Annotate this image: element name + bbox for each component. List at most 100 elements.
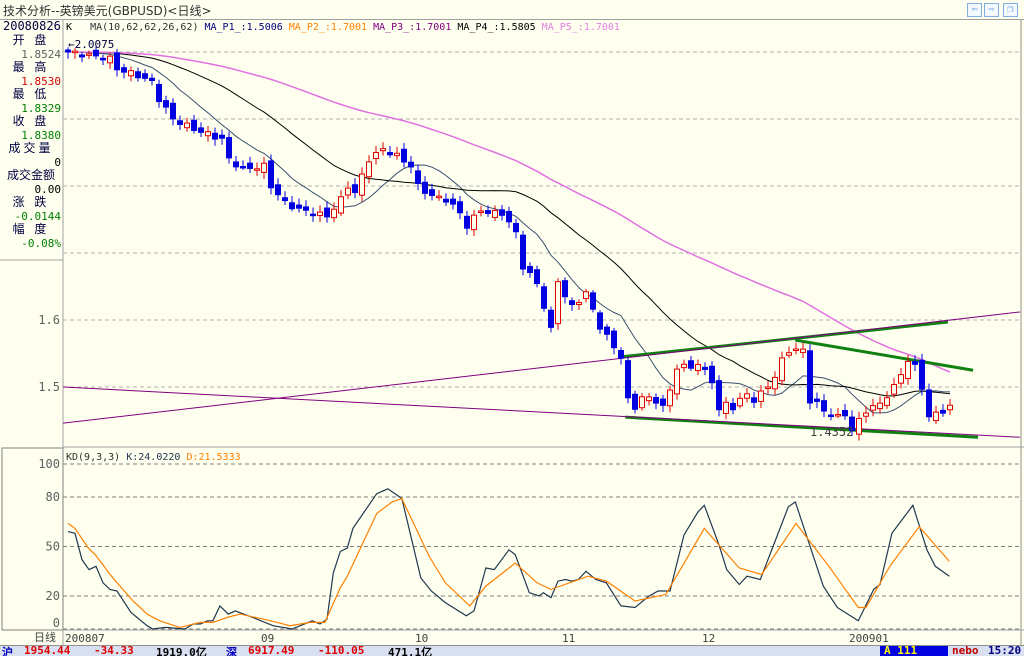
restore-button[interactable]: ❐ xyxy=(1003,3,1018,17)
info-date: 20080826 xyxy=(3,19,61,33)
candle-body xyxy=(142,73,148,79)
trendline xyxy=(795,338,974,372)
candle-body xyxy=(926,389,932,418)
candle-body xyxy=(156,83,162,103)
candle-body xyxy=(597,312,603,330)
status-ticker[interactable]: A 111 xyxy=(880,646,948,656)
ma-line xyxy=(67,51,951,414)
status-tag: nebo xyxy=(952,645,979,656)
candle-body xyxy=(548,309,554,328)
candle-body xyxy=(856,417,862,435)
candle-body xyxy=(114,52,120,71)
candle-body xyxy=(744,393,750,399)
candle-body xyxy=(450,198,456,205)
candle-body xyxy=(667,389,673,407)
status-item: 6917.49 xyxy=(248,645,295,656)
candle-body xyxy=(492,209,498,218)
candle-body xyxy=(758,390,764,402)
candle-body xyxy=(583,291,589,300)
candle-body xyxy=(471,214,477,231)
candle-body xyxy=(107,55,113,64)
candle-body xyxy=(618,350,624,359)
candle-body xyxy=(198,127,204,133)
candle-body xyxy=(905,360,911,380)
period-label: 日线 xyxy=(34,631,56,644)
candle-body xyxy=(163,100,169,108)
candle-body xyxy=(877,402,883,410)
candle-body xyxy=(765,386,771,389)
high-annotation: ←2.0075 xyxy=(68,38,115,51)
candle-body xyxy=(702,366,708,370)
kd-d-line xyxy=(67,497,950,629)
candle-body xyxy=(681,363,687,369)
forward-button[interactable]: ⇨ xyxy=(984,3,999,17)
candle-body xyxy=(751,397,757,403)
ma-legend: K MA(10,62,62,26,62) MA_P1_:1.5006 MA_P2… xyxy=(66,21,620,34)
candle-body xyxy=(366,161,372,178)
candle-body xyxy=(310,213,316,217)
kd-tick-label: 50 xyxy=(46,540,60,554)
candle-body xyxy=(296,204,302,209)
candle-body xyxy=(261,162,267,173)
legend-k: K xyxy=(66,22,73,33)
candle-body xyxy=(632,393,638,410)
info-value: 1.8329 xyxy=(21,101,61,115)
candle-body xyxy=(590,292,596,310)
candle-body xyxy=(884,397,890,406)
candle-body xyxy=(660,398,666,406)
info-label: 收 盘 xyxy=(12,114,50,128)
status-item: -110.05 xyxy=(318,645,365,656)
candle-body xyxy=(289,202,295,210)
candle-body xyxy=(695,363,701,372)
month-label: 12 xyxy=(702,632,715,645)
info-value: 1.8380 xyxy=(21,128,61,142)
candle-body xyxy=(226,137,232,159)
candle-body xyxy=(786,352,792,356)
candle-body xyxy=(422,181,428,194)
candle-body xyxy=(415,170,421,184)
candle-body xyxy=(611,330,617,349)
candle-body xyxy=(79,54,85,58)
status-item: 471.1亿 xyxy=(388,646,433,656)
candle-body xyxy=(93,49,99,57)
candle-body xyxy=(268,160,274,189)
status-bar: 沪 1954.44 -34.33 1919.0亿 深 6917.49 -110.05 471.… xyxy=(0,645,1024,656)
legend-series: MA_P5_:1.7001 xyxy=(535,22,620,33)
legend-series: MA_P4_:1.5805 xyxy=(451,22,536,33)
kd-tick-label: 20 xyxy=(46,589,60,603)
kd-name: KD(9,3,3) xyxy=(66,452,121,463)
candle-body xyxy=(359,173,365,196)
back-button[interactable]: ⇦ xyxy=(967,3,982,17)
ma-line xyxy=(68,51,951,373)
kd-tick-label: 100 xyxy=(38,457,60,471)
month-label: 200901 xyxy=(849,632,889,645)
info-value: 0 xyxy=(54,155,61,169)
candle-body xyxy=(947,404,953,411)
candle-body xyxy=(555,281,561,325)
status-time: 15:20 xyxy=(988,645,1022,656)
candle-body xyxy=(338,196,344,214)
kd-tick-label: 80 xyxy=(46,490,60,504)
candle-body xyxy=(408,161,414,168)
candle-body xyxy=(457,201,463,214)
info-label: 开 盘 xyxy=(12,33,50,47)
candle-body xyxy=(149,77,155,81)
candle-body xyxy=(212,132,218,140)
candle-body xyxy=(709,365,715,384)
info-value: 0.00 xyxy=(34,182,62,196)
status-item: 深 xyxy=(226,646,237,656)
candle-body xyxy=(303,206,309,211)
candle-body xyxy=(772,376,778,390)
candle-body xyxy=(730,402,736,411)
candle-body xyxy=(65,49,71,53)
candle-body xyxy=(72,50,78,54)
candle-body xyxy=(933,411,939,422)
legend-series: MA_P1_:1.5006 xyxy=(198,22,283,33)
kd-axis-frame xyxy=(1,447,64,631)
info-label: 最 高 xyxy=(12,60,50,74)
back-icon: ⇦ xyxy=(971,4,978,15)
info-value: 1.8530 xyxy=(21,74,61,88)
month-label: 10 xyxy=(415,632,428,645)
